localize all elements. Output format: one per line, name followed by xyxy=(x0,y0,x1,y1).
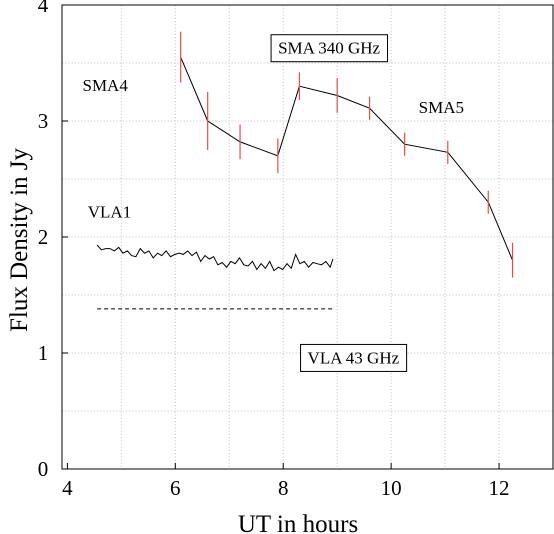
x-axis-label: UT in hours xyxy=(238,511,358,534)
y-axis-label: Flux Density in Jy xyxy=(6,147,33,332)
x-tick-label: 4 xyxy=(62,476,73,500)
vla-43ghz-series xyxy=(96,244,334,272)
annotation-sma5: SMA5 xyxy=(419,98,464,117)
y-tick-label: 4 xyxy=(38,0,49,17)
y-tick-label: 1 xyxy=(38,341,49,365)
label-text: SMA 340 GHz xyxy=(278,39,380,58)
label-box xyxy=(270,34,389,63)
annotation-vla1: VLA1 xyxy=(88,202,131,221)
x-tick-label: 8 xyxy=(278,476,289,500)
boxed-label: SMA 340 GHz xyxy=(270,34,389,63)
x-tick-label: 10 xyxy=(381,476,402,500)
y-tick-label: 2 xyxy=(38,225,49,249)
y-tick-label: 0 xyxy=(38,457,49,481)
x-tick-label: 6 xyxy=(170,476,181,500)
sma-340ghz-series xyxy=(180,57,513,261)
plot-data xyxy=(96,31,514,310)
annotation-labels: SMA4 SMA5 VLA1 SMA 340 GHz VLA 43 GHz xyxy=(82,34,464,372)
annotation-sma4: SMA4 xyxy=(82,76,128,95)
label-box xyxy=(300,343,408,372)
y-tick-label: 3 xyxy=(38,109,49,133)
boxed-label: VLA 43 GHz xyxy=(300,343,408,372)
label-text: VLA 43 GHz xyxy=(308,348,400,367)
grid xyxy=(62,5,553,469)
x-tick-label: 12 xyxy=(489,476,510,500)
